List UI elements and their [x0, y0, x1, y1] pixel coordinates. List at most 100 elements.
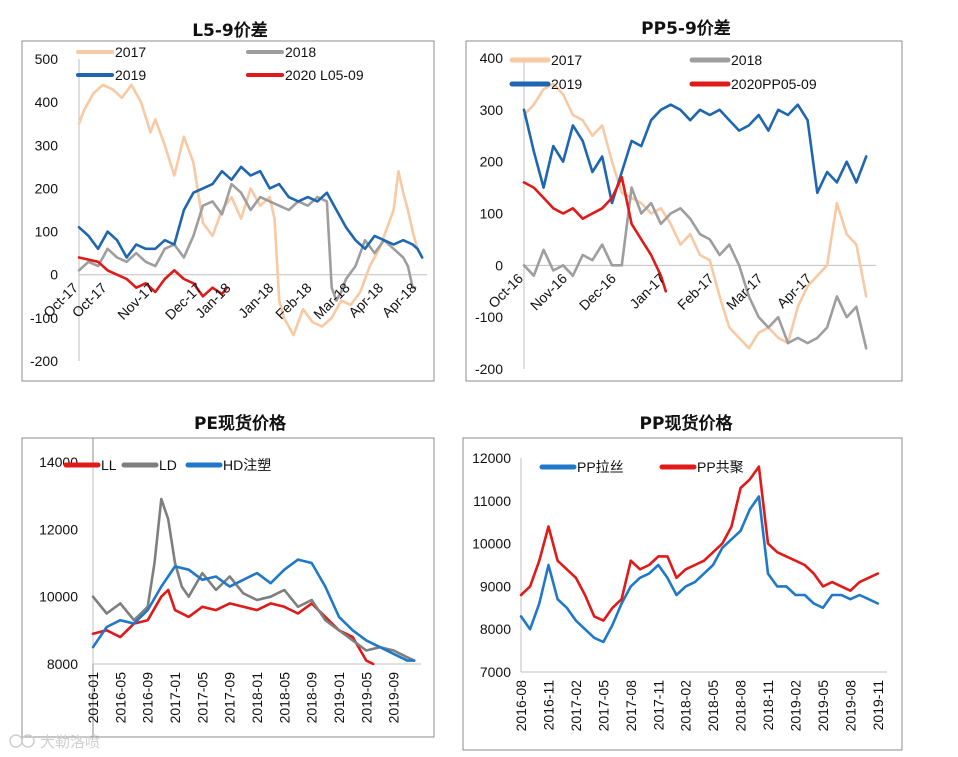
series-line-ll-0 — [91, 588, 375, 666]
legend-entry: 2018 — [246, 44, 316, 60]
legend-entry: 2017 — [76, 44, 146, 60]
legend-label: PP拉丝 — [577, 459, 624, 475]
y-tick-label: 8000 — [47, 656, 78, 672]
watermark: 大勒洛喷 — [9, 733, 100, 751]
legend-label: 2018 — [731, 52, 762, 68]
chart-4: PP现货价格 7000 8000 9000 10000 11000 12000 2016-08… — [462, 413, 903, 751]
x-tick-label: 2018-11 — [760, 680, 776, 731]
y-tick-label: 10000 — [472, 536, 511, 552]
y-tick-label: 200 — [35, 180, 59, 196]
chart-3: PE现货价格 8000 10000 12000 14000 2016-01 2016-05 2… — [21, 413, 435, 738]
legend-entry: 2020PP05-09 — [689, 76, 817, 92]
y-tick-label: 300 — [35, 137, 59, 153]
series-line-ld-1 — [91, 497, 416, 662]
chart-1: L5-9价差-200-1000100200300400500Oct-17Oct-… — [21, 20, 435, 382]
series-line-2019-2 — [77, 165, 424, 259]
legend-label: 2017 — [115, 44, 146, 60]
x-tick-label: 2018-01 — [249, 672, 265, 724]
x-tick-label: 2019-08 — [842, 680, 858, 732]
x-tick-label: Jan-17 — [626, 270, 668, 312]
y-tick-label: 100 — [35, 224, 59, 240]
legend-entry: 2019 — [76, 67, 146, 83]
chart-frame — [21, 40, 435, 382]
x-tick-label: 2016-09 — [140, 672, 156, 724]
series-line-pp--0 — [519, 495, 880, 644]
y-tick-label: 11000 — [473, 493, 511, 509]
y-tick-label: 14000 — [39, 454, 78, 470]
legend-entry: PP拉丝 — [539, 459, 624, 475]
y-tick-label: -200 — [475, 361, 503, 377]
chart-title: PP现货价格 — [640, 413, 734, 434]
x-tick-label: 2017-08 — [623, 680, 639, 732]
x-tick-label: Mar-17 — [723, 270, 766, 313]
x-tick-label: 2017-05 — [194, 672, 210, 724]
x-tick-label: Apr-18 — [379, 279, 420, 320]
y-tick-label: 0 — [495, 257, 503, 273]
x-tick-label: Apr-17 — [774, 270, 815, 311]
x-tick-label: Jan-18 — [235, 279, 277, 321]
legend-label: LD — [159, 457, 177, 473]
legend-entry: PP共聚 — [659, 459, 744, 475]
legend-entry: 2018 — [689, 52, 762, 68]
y-tick-label: 400 — [35, 94, 59, 110]
series-line-2018-1 — [522, 186, 868, 350]
y-tick-label: 12000 — [39, 521, 78, 537]
series-line-2019-2 — [522, 103, 868, 205]
chart-frame — [465, 40, 903, 382]
x-tick-label: 2018-05 — [705, 680, 721, 732]
y-tick-label: -100 — [475, 309, 503, 325]
series-line-2020pp05-09-3 — [522, 175, 668, 293]
x-tick-label: 2017-05 — [595, 680, 611, 732]
x-tick-label: 2016-11 — [540, 680, 556, 731]
chart-outer-frame — [21, 437, 435, 738]
legend-label: 2017 — [551, 52, 582, 68]
legend-entry: 2019 — [509, 76, 582, 92]
y-tick-label: 7000 — [480, 664, 511, 680]
y-tick-label: -200 — [30, 353, 58, 369]
legend-entry: 2020 L05-09 — [246, 67, 364, 83]
series-line-pp--1 — [519, 465, 880, 622]
y-tick-label: -100 — [30, 310, 58, 326]
legend-label: 2019 — [551, 76, 582, 92]
x-tick-label: 2019-11 — [870, 680, 886, 731]
y-tick-label: 300 — [480, 102, 504, 118]
x-tick-label: 2017-01 — [167, 672, 183, 724]
x-tick-label: Oct-16 — [485, 270, 526, 311]
x-tick-label: 2018-09 — [304, 672, 320, 724]
legend-label: 2020PP05-09 — [731, 76, 817, 92]
legend-label: LL — [101, 457, 117, 473]
legend-label: 2019 — [115, 67, 146, 83]
chart-title: PP5-9价差 — [641, 18, 731, 39]
y-tick-label: 8000 — [480, 621, 511, 637]
chart-title: L5-9价差 — [192, 20, 268, 41]
legend-entry: LD — [121, 457, 177, 473]
watermark-text: 大勒洛喷 — [40, 733, 100, 751]
x-tick-label: 2016-08 — [513, 680, 529, 732]
y-tick-label: 9000 — [480, 578, 511, 594]
x-tick-label: 2019-02 — [788, 680, 804, 732]
watermark-logo-icon — [9, 734, 23, 748]
legend-label: 2020 L05-09 — [285, 67, 364, 83]
series-line-2018-1 — [77, 182, 417, 302]
chart-title: PE现货价格 — [194, 413, 287, 434]
x-tick-label: 2016-01 — [85, 672, 101, 724]
y-tick-label: 12000 — [472, 450, 511, 466]
y-tick-label: 10000 — [39, 589, 78, 605]
x-tick-label: 2017-11 — [650, 680, 666, 731]
x-tick-label: 2019-09 — [386, 672, 402, 724]
x-tick-label: Dec-16 — [576, 270, 619, 313]
x-tick-label: 2017-02 — [568, 680, 584, 732]
legend-entry: HD注塑 — [185, 457, 271, 473]
legend-label: PP共聚 — [697, 459, 744, 475]
x-tick-label: 2016-05 — [112, 672, 128, 724]
series-line-2017-0 — [522, 82, 868, 350]
x-tick-label: Apr-18 — [345, 279, 386, 320]
legend-entry: LL — [63, 457, 117, 473]
series-line-2020-l05-09-3 — [77, 256, 229, 298]
x-tick-label: 2018-02 — [678, 680, 694, 732]
legend-label: HD注塑 — [223, 457, 271, 473]
y-tick-label: 500 — [35, 51, 59, 67]
series-line-hd--2 — [91, 558, 416, 662]
